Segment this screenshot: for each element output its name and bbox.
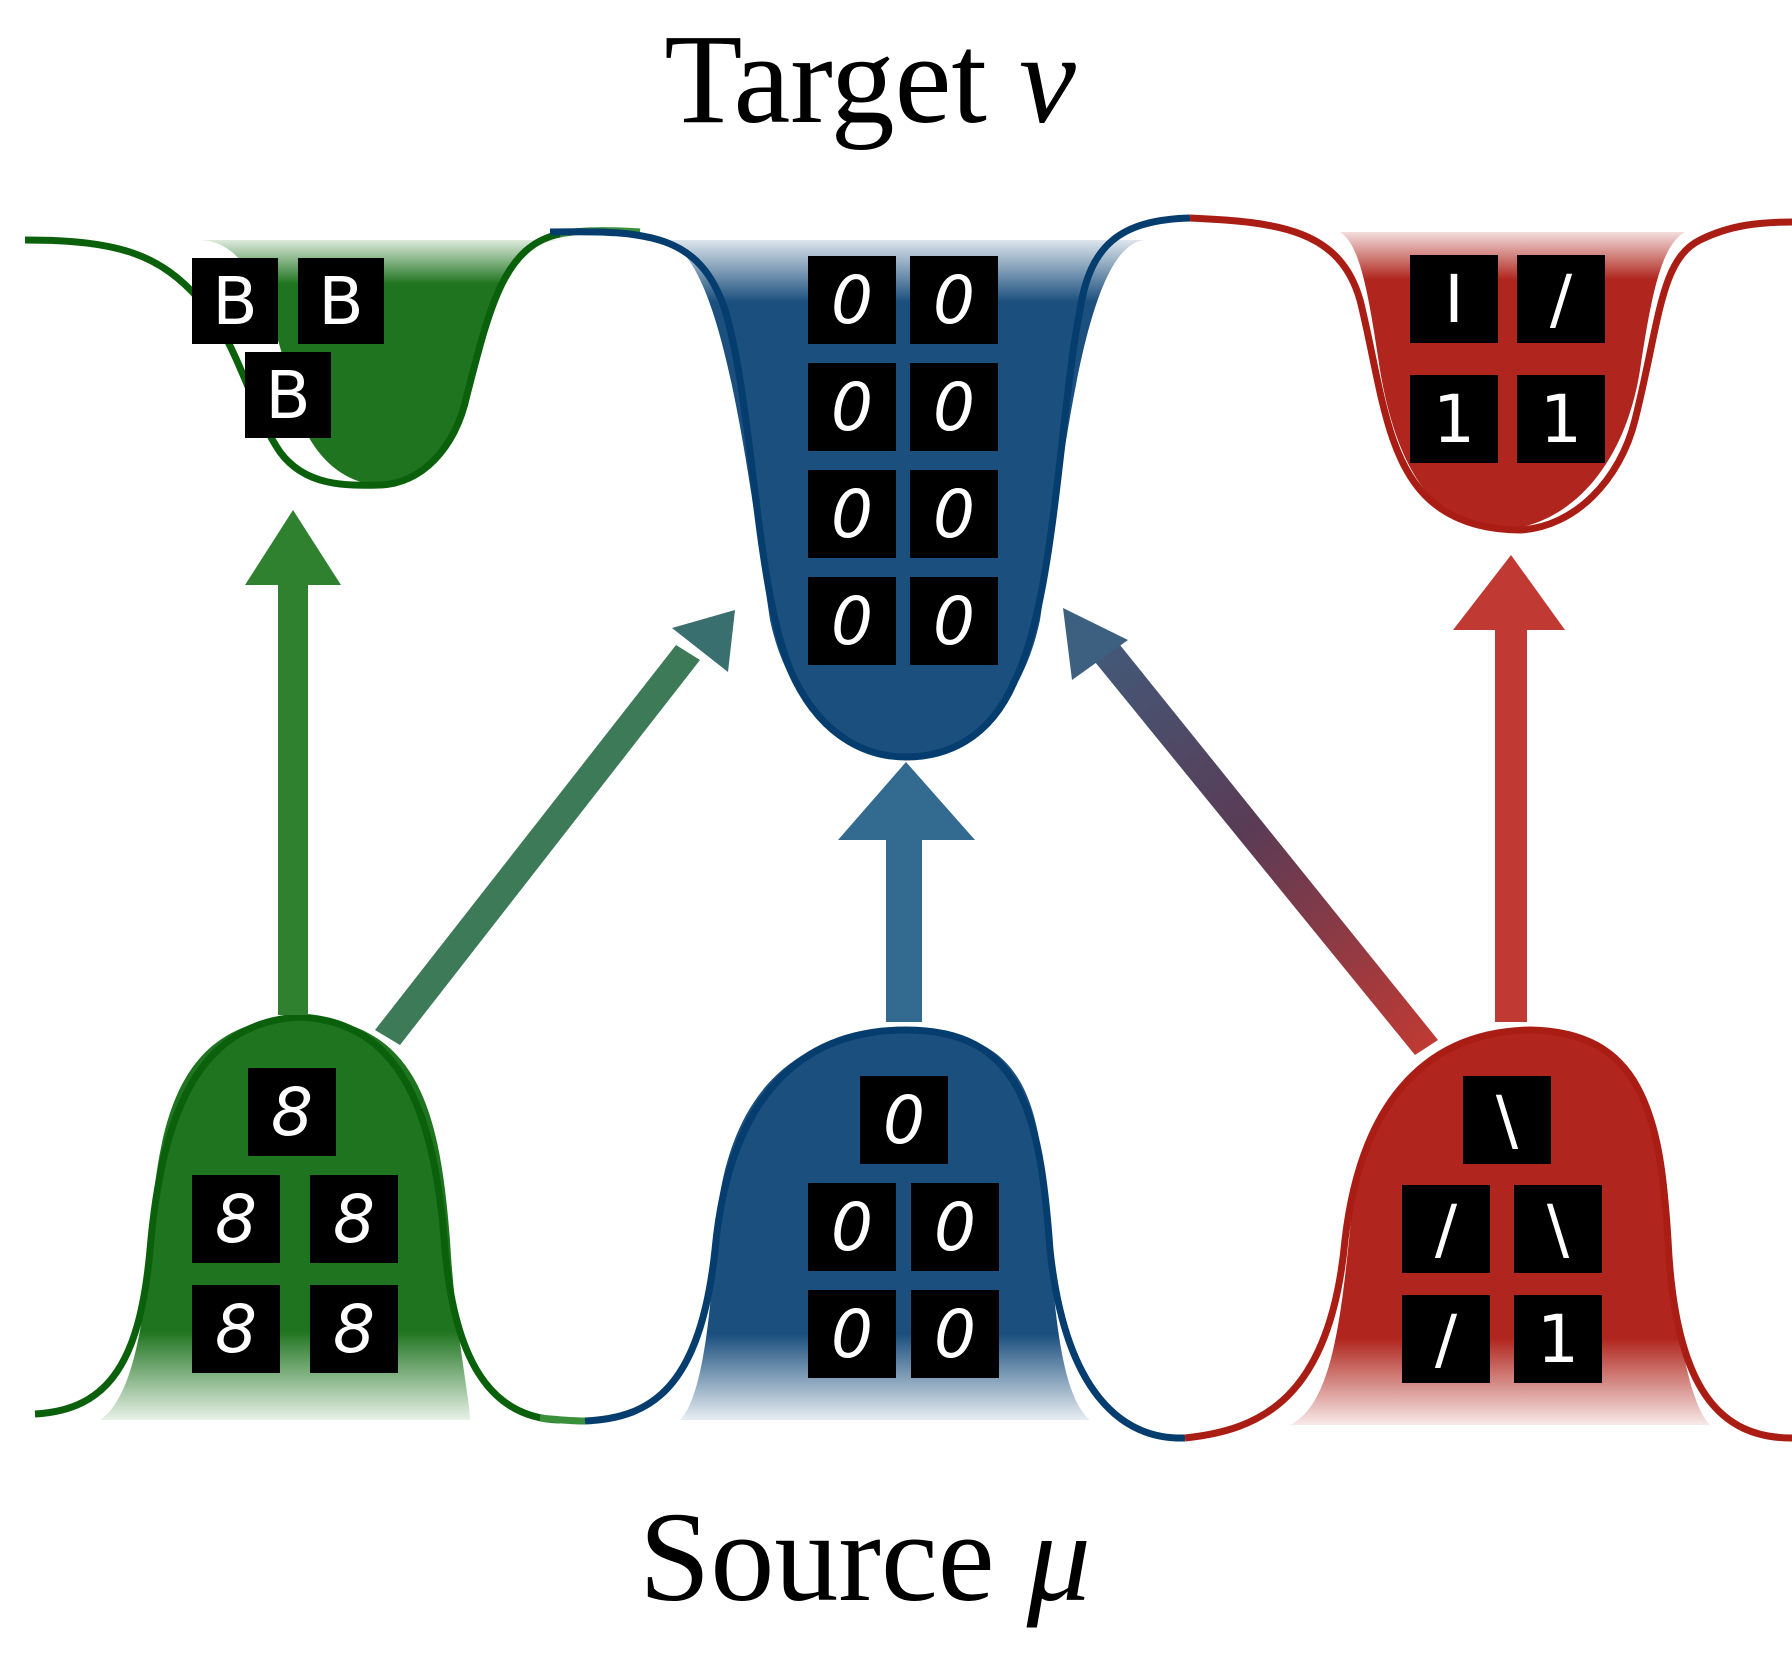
target-blue-thumb-8: 0 <box>910 577 998 665</box>
target-red-thumb-1: I <box>1410 255 1498 343</box>
digit-glyph: \ <box>1496 1082 1519 1159</box>
digit-glyph: 8 <box>333 1181 375 1258</box>
source-curve-blue <box>584 1026 1186 1442</box>
target-curve-red <box>1189 214 1792 534</box>
target-blue-thumb-6: 0 <box>910 470 998 558</box>
transport-arrows <box>245 510 1565 1055</box>
source-blue-thumb-1: 0 <box>860 1076 948 1164</box>
source-green-thumb-4: 8 <box>192 1285 280 1373</box>
arrow-blue-to-blue <box>838 762 975 1022</box>
digit-glyph: 0 <box>831 476 873 553</box>
digit-glyph: 0 <box>933 583 975 660</box>
source-label: Source μ <box>639 1486 1091 1628</box>
target-red-thumb-3: 1 <box>1410 375 1498 463</box>
digit-glyph: 0 <box>831 1296 873 1373</box>
arrow-red-to-blue <box>1063 608 1438 1055</box>
target-red-thumb-2: / <box>1517 255 1605 343</box>
source-red-thumb-3: \ <box>1514 1185 1602 1273</box>
digit-glyph: 1 <box>1433 381 1475 458</box>
digit-glyph: B <box>318 263 363 340</box>
digit-glyph: 0 <box>831 369 873 446</box>
digit-glyph: 0 <box>933 262 975 339</box>
target-blue-thumb-1: 0 <box>808 256 896 344</box>
source-blue-thumb-5: 0 <box>911 1290 999 1378</box>
target-blue-thumb-4: 0 <box>910 363 998 451</box>
source-curve-red <box>1184 1026 1792 1442</box>
source-red-thumb-5: 1 <box>1514 1295 1602 1383</box>
arrow-green-to-green <box>245 510 341 1015</box>
source-green-thumb-2: 8 <box>192 1175 280 1263</box>
digit-glyph: / <box>1435 1191 1458 1268</box>
digit-thumbnails: B BB0 00 00 00 0I/1 188 88 800 00 0\/\/1 <box>192 255 1605 1383</box>
target-blue-thumb-5: 0 <box>808 470 896 558</box>
target-curve-blue <box>549 214 1191 761</box>
source-blue-thumb-3: 0 <box>911 1183 999 1271</box>
digit-glyph: 0 <box>934 1189 976 1266</box>
target-green-well <box>200 240 560 485</box>
target-blue-well <box>660 240 1145 757</box>
source-blue-thumb-4: 0 <box>808 1290 896 1378</box>
digit-glyph: 8 <box>215 1291 257 1368</box>
source-green-thumb-1: 8 <box>248 1068 336 1156</box>
digit-glyph: 0 <box>831 1189 873 1266</box>
digit-glyph: 0 <box>933 369 975 446</box>
digit-glyph: 0 <box>831 583 873 660</box>
arrow-green-to-blue <box>375 610 735 1045</box>
digit-glyph: 0 <box>883 1082 925 1159</box>
source-blue-thumb-2: 0 <box>808 1183 896 1271</box>
arrow-red-to-red <box>1453 555 1565 1022</box>
target-blue-thumb-7: 0 <box>808 577 896 665</box>
digit-glyph: 8 <box>333 1291 375 1368</box>
target-red-well <box>1340 232 1685 530</box>
digit-glyph: \ <box>1547 1191 1570 1268</box>
digit-glyph: / <box>1435 1301 1458 1378</box>
target-green-thumb-1: B <box>192 258 278 344</box>
target-label: Target ν <box>664 8 1076 150</box>
digit-glyph: 1 <box>1540 381 1582 458</box>
source-red-thumb-1: \ <box>1463 1076 1551 1164</box>
digit-glyph: B <box>212 263 257 340</box>
digit-glyph: 1 <box>1537 1301 1579 1378</box>
source-green-thumb-3: 8 <box>310 1175 398 1263</box>
digit-glyph: 8 <box>271 1074 313 1151</box>
digit-glyph: B <box>265 357 310 434</box>
digit-glyph: 0 <box>933 476 975 553</box>
target-blue-thumb-2: 0 <box>910 256 998 344</box>
source-red-hill <box>1290 1030 1710 1425</box>
source-red-thumb-2: / <box>1402 1185 1490 1273</box>
source-red-thumb-4: / <box>1402 1295 1490 1383</box>
target-red-thumb-4: 1 <box>1517 375 1605 463</box>
source-curve-green-end <box>539 1414 586 1425</box>
target-blue-thumb-3: 0 <box>808 363 896 451</box>
digit-glyph: 0 <box>831 262 873 339</box>
digit-glyph: 8 <box>215 1181 257 1258</box>
target-green-thumb-3: B <box>245 352 331 438</box>
target-curve-green <box>24 230 561 489</box>
digit-glyph: 0 <box>934 1296 976 1373</box>
source-curve-green <box>34 1013 561 1424</box>
digit-glyph: I <box>1444 261 1463 338</box>
source-green-thumb-5: 8 <box>310 1285 398 1373</box>
digit-glyph: / <box>1550 261 1573 338</box>
target-green-thumb-2: B <box>298 258 384 344</box>
